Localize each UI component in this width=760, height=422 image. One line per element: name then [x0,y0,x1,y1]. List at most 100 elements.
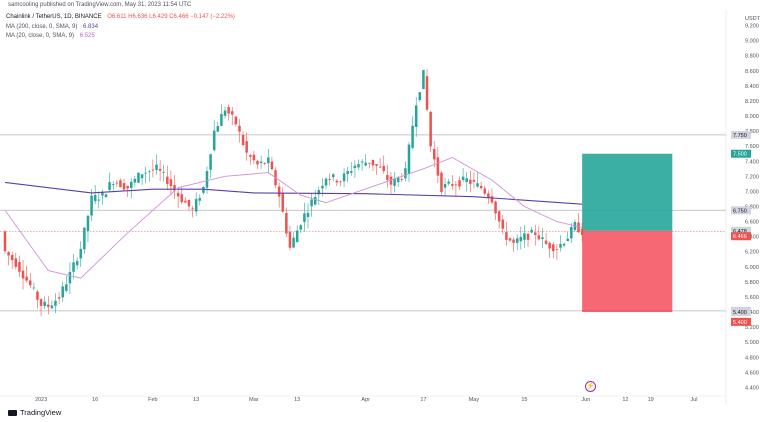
level-tag-label: 7.750 [733,133,747,139]
tradingview-brand: TradingView [20,408,62,417]
candle-body [577,222,580,233]
candle-body [404,168,407,179]
candle-body [339,181,342,183]
last-price-tag-label: 6.466 [733,234,747,240]
candle-body [259,161,263,164]
x-tick-label: 17 [420,397,426,403]
candle-body [490,196,494,203]
candle-body [119,180,122,188]
y-tick-label: 5.200 [745,325,759,331]
candle-body [173,185,176,191]
candle-body [104,194,108,198]
candle-body [25,276,28,281]
legend-ma200-value: 6.834 [83,24,99,30]
candle-body [209,154,212,170]
candle-body [36,291,39,300]
candle-body [162,171,165,173]
candle-body [317,190,321,195]
x-tick-label: Jul [690,397,697,403]
candle-body [476,183,479,187]
level-tag-label: 6.750 [733,208,747,214]
candle-body [393,178,396,186]
candle-body [256,160,259,165]
legend-ohlc: O6.611 H6.636 L6.429 C6.466 −0.147 (−2.2… [107,14,235,20]
candle-body [425,76,429,110]
y-tick-label: 6.400 [745,235,759,241]
y-tick-label: 8.000 [745,114,759,120]
candle-body [526,233,530,240]
candle-body [97,199,101,201]
candle-body [115,182,119,184]
candle-body [18,262,21,272]
candle-body [249,155,252,157]
candle-body [321,185,324,189]
candle-body [497,211,501,222]
entry-tag-label: 6.478 [733,229,747,235]
candle-body [198,198,202,201]
y-tick-label: 6.600 [745,220,759,226]
candle-body [533,232,537,235]
candle-body [382,165,386,172]
candle-body [570,226,573,239]
candle-body [68,271,72,284]
x-tick-label: Jun [581,397,590,403]
candle-body [72,262,75,272]
profit-zone [582,153,673,231]
candle-body [350,171,353,173]
candle-body [310,199,313,207]
candle-body [133,178,137,183]
candle-body [411,125,414,148]
candle-body [288,231,292,248]
y-tick-label: 4.600 [745,370,759,376]
candle-body [465,178,468,182]
candle-body [50,305,54,309]
events-bolt-icon[interactable]: ⚡ [585,381,596,392]
candle-body [346,171,349,174]
candle-body [39,299,43,306]
candle-body [43,301,46,307]
x-tick-label: 13 [193,397,199,403]
y-tick-label: 5.400 [745,310,759,316]
candle-body [202,187,205,193]
candle-body [418,92,422,101]
target-tag-label: 7.500 [733,152,747,158]
candle-body [458,180,461,187]
candle-body [386,175,389,180]
candle-body [472,179,476,182]
candle-body [101,191,104,196]
candle-body [479,185,483,189]
candle-body [313,196,317,205]
candle-body [530,229,533,233]
candle-body [216,126,220,132]
candle-body [295,230,299,243]
legend-ma20-value: 6.525 [79,33,95,39]
candle-body [28,280,32,286]
candle-body [306,212,310,217]
candle-body [3,231,7,252]
candle-body [61,286,64,298]
candle-body [230,111,234,115]
y-tick-label: 8.800 [745,54,759,60]
stop-tag-label: 5.400 [733,320,747,326]
candle-body [469,179,472,184]
candle-body [335,180,339,183]
loss-zone [582,230,673,313]
legend-symbol: Chainlink / TetherUS, 1D, BINANCE [6,14,102,20]
publisher-line: samcooling published on TradingView.com,… [8,2,192,8]
candle-body [151,169,155,171]
candle-body [32,287,36,289]
candle-body [541,237,544,239]
candle-body [54,300,57,306]
y-tick-label: 6.800 [745,205,759,211]
y-tick-label: 7.800 [745,129,759,135]
y-tick-label: 8.200 [745,99,759,105]
candle-body [267,157,270,164]
candle-body [245,141,248,153]
candle-body [194,199,198,212]
candle-body [364,162,367,166]
candle-body [270,161,274,170]
candle-body [227,107,230,114]
y-tick-label: 9.200 [745,24,759,30]
x-tick-label: 13 [294,397,300,403]
